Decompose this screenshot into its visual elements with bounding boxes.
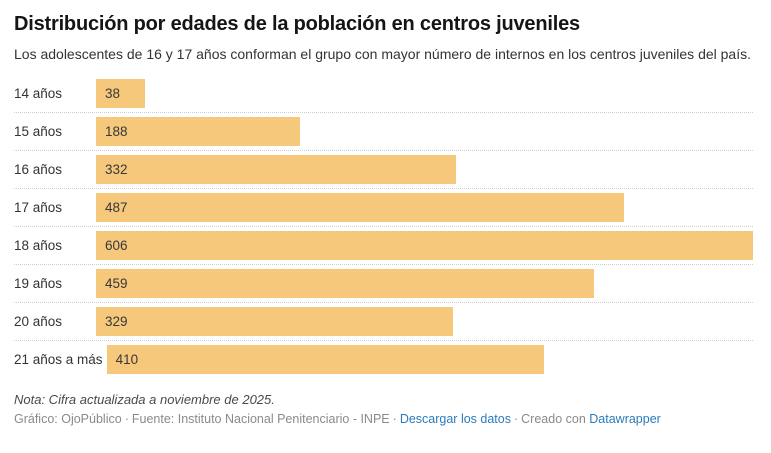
value-label: 188	[105, 123, 128, 139]
chart-row: 20 años 329	[14, 303, 753, 341]
chart-row: 17 años 487	[14, 189, 753, 227]
category-label: 15 años	[14, 123, 63, 139]
chart-attribution: Gráfico: OjoPúblico · Fuente: Instituto Na…	[14, 412, 753, 426]
value-label: 38	[105, 85, 121, 101]
bar-track: 410	[106, 345, 753, 374]
bar-track: 332	[96, 154, 753, 184]
separator-dot: ·	[513, 411, 519, 426]
chart-row: 19 años 459	[14, 265, 753, 303]
category-label: 20 años	[14, 313, 63, 329]
bar: 410	[106, 345, 544, 374]
source-credit: Fuente: Instituto Nacional Penitenciario…	[131, 411, 390, 426]
value-label: 329	[105, 313, 128, 329]
category-label: 16 años	[14, 161, 63, 177]
value-label: 606	[105, 237, 128, 253]
datawrapper-link[interactable]: Datawrapper	[589, 411, 661, 426]
bar-track: 606	[96, 230, 753, 260]
chart-subtitle: Los adolescentes de 16 y 17 años conform…	[14, 46, 751, 62]
bar: 459	[96, 268, 594, 298]
bar-track: 38	[96, 78, 753, 108]
download-data-link[interactable]: Descargar los datos	[399, 411, 511, 426]
bar: 329	[96, 306, 453, 336]
bar-track: 459	[96, 268, 753, 298]
value-label: 332	[105, 161, 128, 177]
separator-dot: ·	[124, 411, 129, 426]
bar-track: 188	[96, 116, 753, 146]
category-label: 14 años	[14, 85, 63, 101]
chart-row: 14 años 38	[14, 75, 753, 113]
value-label: 459	[105, 275, 128, 291]
bar: 332	[96, 154, 456, 184]
bar-track: 487	[96, 192, 753, 222]
chart-note: Nota: Cifra actualizada a noviembre de 2…	[14, 391, 275, 407]
category-label: 18 años	[14, 237, 63, 253]
created-with-text: Creado con	[521, 411, 586, 426]
chart-row: 18 años 606	[14, 227, 753, 265]
category-label: 19 años	[14, 275, 63, 291]
graphic-credit: Gráfico: OjoPúblico	[14, 411, 122, 426]
chart-row: 16 años 332	[14, 151, 753, 189]
bar: 606	[96, 230, 753, 260]
chart-container: Distribución por edades de la población …	[14, 13, 753, 426]
value-label: 487	[105, 199, 128, 215]
bar-chart: 14 años 38 15 años 188 16 años 332 17 años 487 1…	[14, 75, 753, 379]
bar: 38	[96, 78, 145, 108]
chart-row: 15 años 188	[14, 113, 753, 151]
bar: 188	[96, 116, 300, 146]
chart-row: 21 años a más 410	[14, 341, 753, 379]
bar-track: 329	[96, 306, 753, 336]
separator-dot: ·	[392, 411, 397, 426]
category-label: 21 años a más	[14, 352, 103, 367]
bar: 487	[96, 192, 624, 222]
value-label: 410	[115, 352, 139, 367]
category-label: 17 años	[14, 199, 63, 215]
chart-title: Distribución por edades de la población …	[14, 13, 580, 35]
